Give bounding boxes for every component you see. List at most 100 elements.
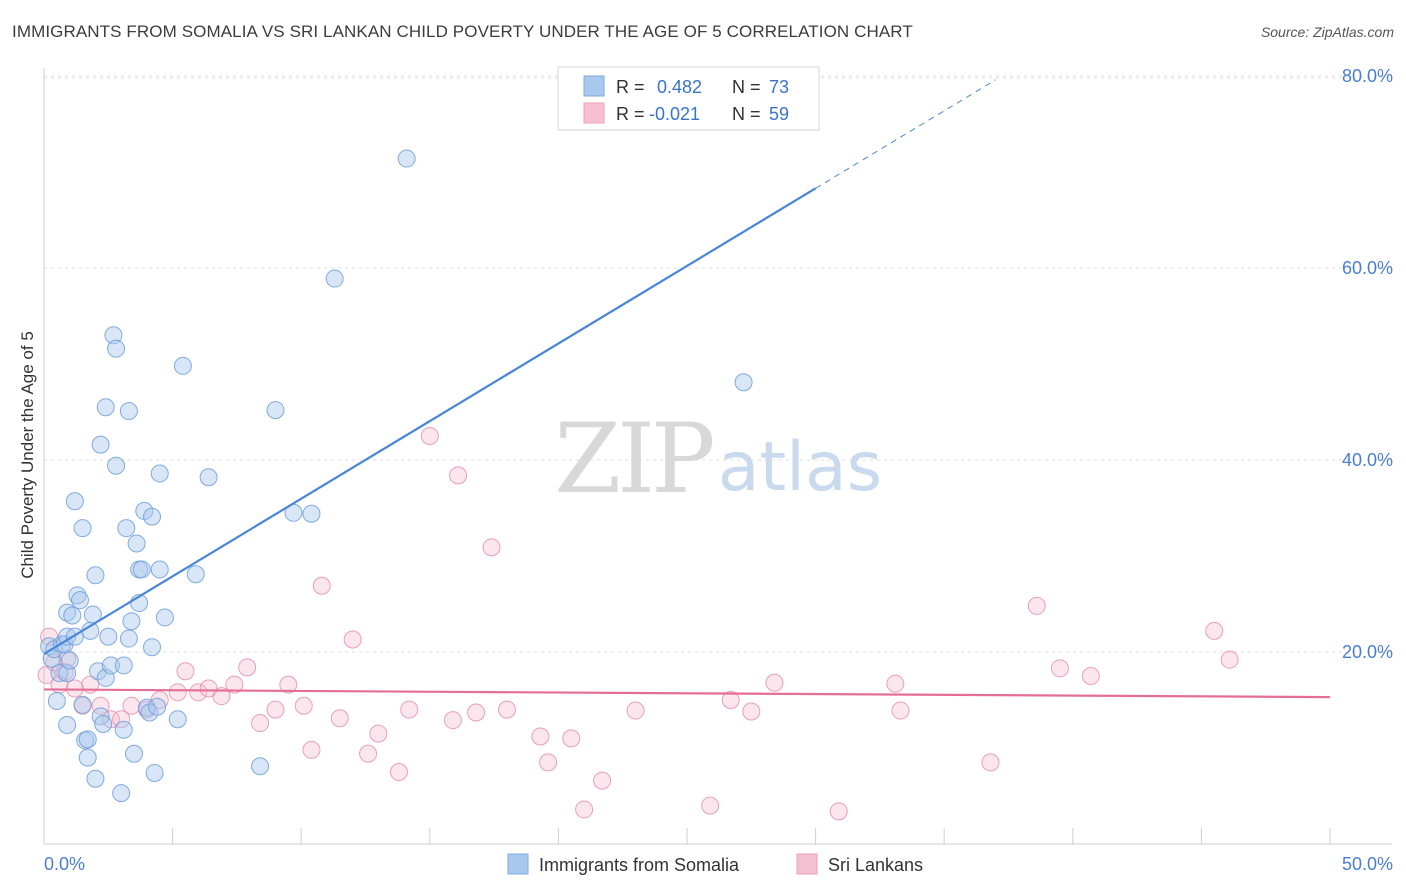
trend-line-somalia-extension	[815, 79, 996, 189]
watermark-zip: ZIP	[554, 403, 713, 515]
point-sri-lankans	[112, 710, 131, 729]
point-sri-lankans	[294, 696, 313, 715]
point-sri-lankans	[742, 702, 761, 721]
point-somalia	[302, 504, 321, 523]
point-somalia	[78, 748, 97, 767]
point-sri-lankans	[420, 427, 439, 445]
point-somalia	[60, 651, 79, 670]
point-somalia	[119, 402, 138, 421]
legend-stats: R = 0.482 N = 73 R = -0.021 N = 59	[557, 66, 820, 131]
point-somalia	[137, 698, 156, 717]
legend-r-label-blue: R =	[616, 77, 650, 97]
point-sri-lankans	[330, 709, 349, 728]
point-sri-lankans	[58, 649, 77, 668]
point-somalia	[63, 606, 82, 625]
legend-n-label-blue: N =	[732, 77, 766, 97]
point-sri-lankans	[562, 729, 581, 748]
point-somalia	[86, 769, 105, 788]
point-sri-lankans	[343, 630, 362, 649]
trend-line-somalia	[43, 187, 817, 655]
y-tick-label: 40.0%	[1342, 450, 1393, 470]
y-tick-label: 80.0%	[1342, 66, 1393, 86]
point-sri-lankans	[701, 796, 720, 815]
point-somalia	[119, 629, 138, 648]
point-sri-lankans	[467, 703, 486, 722]
point-somalia	[101, 656, 120, 675]
point-somalia	[112, 784, 131, 803]
point-somalia	[86, 566, 105, 585]
point-somalia	[122, 612, 141, 631]
point-sri-lankans	[531, 727, 550, 746]
point-sri-lankans	[212, 687, 231, 706]
point-somalia	[132, 560, 151, 579]
point-somalia	[125, 744, 144, 763]
watermark: ZIP atlas	[554, 403, 882, 515]
point-sri-lankans	[359, 744, 378, 763]
point-sri-lankans	[266, 700, 285, 719]
legend-swatch-pink	[583, 102, 605, 124]
legend-bottom-label-blue: Immigrants from Somalia	[539, 855, 740, 875]
point-sri-lankans	[369, 724, 388, 743]
point-somalia	[71, 591, 90, 610]
point-somalia	[397, 149, 416, 168]
point-sri-lankans	[539, 753, 558, 772]
legend-series: Immigrants from Somalia Sri Lankans	[507, 853, 923, 875]
tick-labels: 20.0% 40.0% 60.0% 80.0% 0.0% 50.0%	[44, 66, 1393, 874]
point-somalia	[266, 401, 285, 420]
point-somalia	[114, 720, 133, 739]
point-somalia	[83, 605, 102, 624]
point-somalia	[143, 638, 162, 657]
point-somalia	[99, 627, 118, 646]
point-sri-lankans	[721, 691, 740, 709]
point-somalia	[47, 691, 66, 710]
x-tick-label-min: 0.0%	[44, 854, 85, 874]
legend-n-value-blue: 73	[769, 77, 789, 97]
legend-bottom-swatch-pink	[796, 853, 818, 875]
point-somalia	[107, 456, 126, 475]
point-sri-lankans	[1205, 621, 1224, 640]
point-somalia	[73, 519, 92, 538]
series-somalia	[40, 149, 753, 803]
point-sri-lankans	[1220, 650, 1239, 669]
legend-swatch-blue	[583, 75, 605, 97]
point-somalia	[186, 565, 205, 584]
x-tick-label-max: 50.0%	[1342, 854, 1393, 874]
legend-r-value-pink: -0.021	[649, 104, 700, 124]
point-sri-lankans	[626, 701, 645, 720]
point-somalia	[68, 586, 87, 605]
point-sri-lankans	[443, 711, 462, 730]
point-sri-lankans	[981, 753, 1000, 772]
point-sri-lankans	[238, 658, 257, 677]
point-sri-lankans	[122, 696, 141, 715]
y-tick-label: 20.0%	[1342, 642, 1393, 662]
point-somalia	[734, 373, 753, 392]
point-somalia	[173, 356, 192, 375]
point-somalia	[127, 534, 146, 553]
series-sri-lankans	[37, 427, 1239, 821]
point-sri-lankans	[886, 674, 905, 693]
point-sri-lankans	[829, 802, 848, 821]
point-sri-lankans	[168, 683, 187, 702]
point-somalia	[58, 627, 77, 646]
point-sri-lankans	[91, 696, 110, 715]
point-sri-lankans	[65, 679, 84, 698]
point-somalia	[325, 269, 344, 288]
point-somalia	[58, 715, 77, 734]
watermark-atlas: atlas	[718, 428, 882, 507]
point-somalia	[73, 695, 92, 714]
point-somalia	[150, 464, 169, 483]
point-sri-lankans	[593, 771, 612, 790]
point-somalia	[150, 560, 169, 579]
point-somalia	[91, 435, 110, 454]
axes	[43, 68, 1392, 845]
source-credit: Source: ZipAtlas.com	[1260, 24, 1394, 40]
point-sri-lankans	[1050, 659, 1069, 678]
point-sri-lankans	[312, 576, 331, 595]
point-somalia	[94, 715, 113, 733]
legend-r-label-pink: R =	[616, 104, 650, 124]
point-sri-lankans	[575, 800, 594, 819]
point-sri-lankans	[225, 675, 244, 694]
point-somalia	[107, 339, 126, 358]
point-sri-lankans	[1027, 596, 1046, 615]
